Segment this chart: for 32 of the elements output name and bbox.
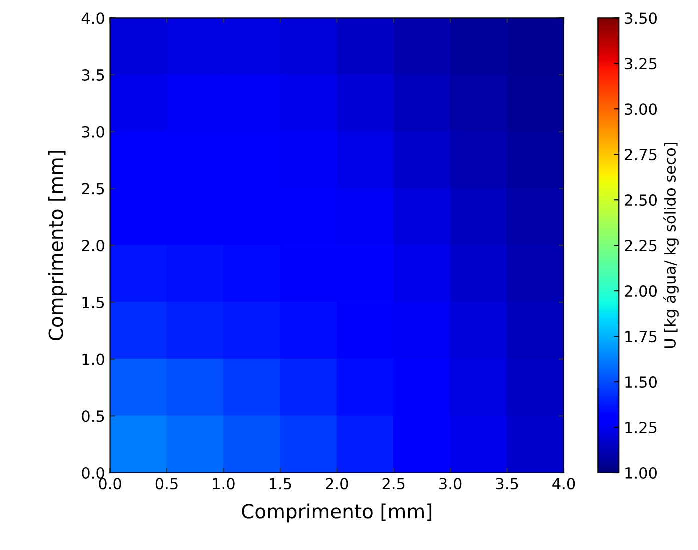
x-tick-label: 1.0 [213, 478, 235, 490]
x-tick-label: 0.5 [156, 478, 178, 490]
x-tick-label: 3.0 [440, 478, 462, 490]
y-tick-label: 2.5 [82, 183, 104, 195]
y-tick-label: 3.0 [82, 126, 104, 138]
x-tick-label: 4.0 [552, 478, 576, 490]
y-tick-label: 1.0 [82, 354, 104, 366]
color-bar-label: 1.50 [626, 376, 657, 388]
color-bar-label: 2.25 [625, 240, 657, 252]
color-bar-label: 2.00 [625, 286, 657, 298]
y-tick-label: 2.0 [82, 240, 104, 252]
y-tick-label: 0.0 [82, 467, 104, 480]
x-tick-label: 1.5 [270, 478, 292, 490]
color-bar-label: 3.00 [625, 104, 657, 116]
x-tick-label: 2.0 [326, 478, 348, 490]
color-bar-label: 1.00 [626, 467, 657, 480]
y-axis-title: Comprimento [mm] [48, 151, 68, 341]
y-tick-label: 3.5 [82, 69, 104, 82]
y-tick-label: 1.5 [82, 297, 104, 308]
color-bar-label: 2.75 [625, 149, 657, 161]
color-bar-label: 2.50 [625, 194, 657, 206]
y-tick-label: 0.5 [82, 410, 104, 422]
x-tick-label: 2.5 [382, 478, 405, 490]
color-bar-label: 1.75 [626, 331, 657, 343]
color-bar-label: 1.25 [626, 422, 657, 434]
color-bar-label: 3.50 [625, 12, 657, 24]
x-axis-title: Comprimento [mm] [242, 504, 432, 523]
color-bar-label: 3.25 [625, 58, 657, 70]
x-tick-label: 3.5 [496, 478, 518, 490]
y-tick-label: 4.0 [82, 12, 104, 24]
color-bar-title: U [kg água/ kg sólido seco] [664, 143, 679, 348]
x-tick-label: 0.0 [99, 478, 122, 490]
